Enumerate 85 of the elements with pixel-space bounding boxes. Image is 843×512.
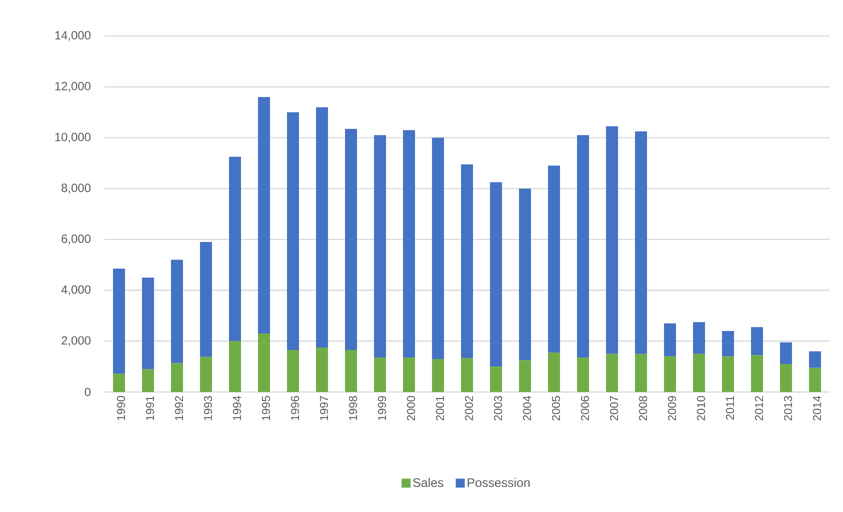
y-tick-label: 14,000 bbox=[55, 31, 91, 41]
y-tick-label: 10,000 bbox=[55, 132, 91, 143]
x-tick-label: 2008 bbox=[638, 396, 648, 420]
bar bbox=[577, 358, 590, 392]
bar bbox=[548, 166, 560, 353]
bar bbox=[142, 278, 154, 370]
x-tick-label: 2012 bbox=[754, 396, 764, 420]
bar bbox=[432, 358, 444, 392]
bar bbox=[345, 128, 358, 350]
x-tick-label: 2001 bbox=[436, 396, 444, 420]
bar bbox=[606, 126, 618, 354]
bar bbox=[722, 330, 734, 356]
bar bbox=[606, 354, 618, 392]
bar bbox=[751, 327, 764, 356]
bar bbox=[461, 358, 474, 392]
bar bbox=[258, 334, 270, 392]
x-tick-label: 2014 bbox=[812, 396, 822, 420]
x-tick-label: 1990 bbox=[116, 396, 126, 420]
legend-label: Possession bbox=[468, 478, 530, 488]
bar bbox=[635, 354, 648, 392]
bar bbox=[316, 348, 328, 392]
bar bbox=[490, 182, 502, 367]
bar bbox=[113, 374, 125, 392]
bar bbox=[577, 135, 590, 358]
bar bbox=[461, 164, 474, 358]
bar bbox=[693, 322, 706, 354]
bar bbox=[722, 356, 734, 392]
bar bbox=[519, 360, 532, 392]
bar bbox=[519, 188, 532, 360]
bar bbox=[113, 268, 125, 374]
x-tick-label: 1993 bbox=[204, 396, 212, 420]
bar bbox=[171, 363, 183, 392]
bar bbox=[200, 356, 212, 392]
x-tick-label: 1999 bbox=[378, 396, 386, 420]
legend-label: Sales bbox=[413, 478, 444, 488]
y-tick-label: 8,000 bbox=[62, 184, 91, 194]
x-tick-label: 1991 bbox=[146, 396, 154, 420]
x-tick-label: 2000 bbox=[406, 396, 416, 420]
bar bbox=[229, 341, 241, 392]
bar bbox=[548, 352, 560, 392]
bar bbox=[287, 350, 300, 392]
bar bbox=[809, 368, 822, 392]
bar bbox=[432, 138, 444, 359]
bar bbox=[664, 356, 676, 392]
bar bbox=[403, 358, 416, 392]
x-tick-label: 1994 bbox=[232, 396, 242, 420]
bar bbox=[345, 350, 358, 392]
y-tick-label: 12,000 bbox=[55, 82, 91, 92]
bar bbox=[751, 355, 764, 392]
bar bbox=[229, 156, 241, 342]
x-tick-label: 2003 bbox=[494, 396, 502, 420]
x-tick-label: 2009 bbox=[668, 396, 676, 420]
y-tick-label: 0 bbox=[84, 388, 91, 396]
bar bbox=[258, 97, 270, 334]
bar bbox=[171, 260, 183, 364]
bar bbox=[635, 131, 648, 354]
bar bbox=[809, 351, 822, 368]
y-tick-label: 6,000 bbox=[62, 234, 91, 244]
bar bbox=[200, 242, 212, 357]
x-tick-label: 2004 bbox=[522, 396, 532, 420]
x-tick-label: 1995 bbox=[262, 396, 270, 420]
x-tick-label: 1997 bbox=[320, 396, 328, 420]
x-tick-label: 2006 bbox=[580, 396, 590, 420]
x-tick-label: 1996 bbox=[290, 396, 300, 420]
bar bbox=[664, 323, 676, 356]
y-tick-label: 4,000 bbox=[61, 285, 91, 296]
x-tick-label: 2007 bbox=[610, 396, 618, 420]
bar bbox=[142, 369, 154, 392]
bar bbox=[780, 342, 792, 364]
x-tick-label: 2002 bbox=[464, 396, 474, 420]
bar bbox=[287, 112, 300, 350]
bar bbox=[780, 364, 792, 392]
x-tick-label: 2005 bbox=[552, 396, 560, 420]
x-tick-label: 2011 bbox=[726, 396, 734, 420]
bar bbox=[374, 135, 386, 358]
x-tick-label: 1998 bbox=[348, 396, 358, 420]
bar bbox=[403, 130, 416, 358]
y-tick-label: 2,000 bbox=[62, 336, 91, 346]
bar bbox=[490, 366, 502, 392]
bar bbox=[316, 107, 328, 348]
bar bbox=[374, 358, 386, 392]
bar bbox=[693, 354, 706, 392]
x-tick-label: 1992 bbox=[174, 396, 184, 420]
x-tick-label: 2013 bbox=[784, 396, 792, 420]
x-tick-label: 2010 bbox=[696, 396, 706, 420]
